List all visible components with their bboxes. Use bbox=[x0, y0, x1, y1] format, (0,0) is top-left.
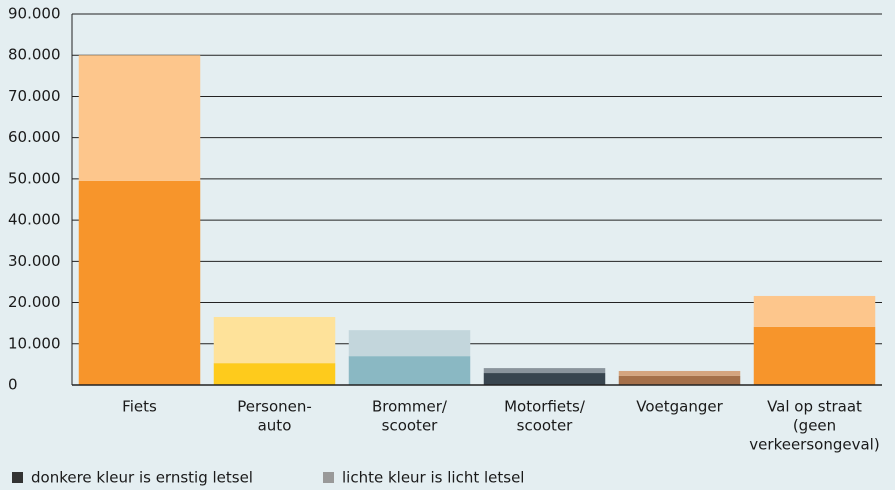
y-tick-label: 0 bbox=[8, 376, 18, 394]
bar-segment bbox=[348, 330, 471, 357]
y-tick-label: 30.000 bbox=[8, 252, 61, 270]
bar-segment bbox=[348, 356, 471, 385]
y-tick-label: 10.000 bbox=[8, 334, 61, 352]
y-tick-label: 80.000 bbox=[8, 46, 61, 64]
bar-segment bbox=[483, 373, 606, 385]
x-tick-label: (geen bbox=[793, 417, 836, 435]
x-tick-label: auto bbox=[258, 417, 292, 435]
legend-label: lichte kleur is licht letsel bbox=[342, 469, 524, 487]
x-tick-label: Fiets bbox=[122, 398, 157, 416]
x-tick-label: Val op straat bbox=[767, 398, 862, 416]
y-tick-label: 70.000 bbox=[8, 87, 61, 105]
bar-segment bbox=[753, 326, 876, 385]
y-tick-label: 40.000 bbox=[8, 211, 61, 229]
legend-swatch bbox=[12, 472, 23, 483]
y-tick-label: 50.000 bbox=[8, 169, 61, 187]
y-tick-label: 90.000 bbox=[8, 5, 61, 23]
bar-segment bbox=[213, 363, 336, 385]
bar-segment bbox=[483, 368, 606, 374]
x-tick-label: verkeersongeval) bbox=[749, 436, 879, 454]
bar-segment bbox=[213, 316, 336, 364]
legend-label: donkere kleur is ernstig letsel bbox=[31, 469, 253, 487]
x-tick-label: scooter bbox=[382, 417, 439, 435]
x-tick-label: Personen- bbox=[237, 398, 312, 416]
x-tick-label: Voetganger bbox=[636, 398, 723, 416]
bar-segment bbox=[618, 375, 741, 385]
legend-swatch bbox=[323, 472, 334, 483]
y-tick-label: 60.000 bbox=[8, 128, 61, 146]
bar-segment bbox=[753, 295, 876, 327]
bar-segment bbox=[78, 55, 201, 181]
bar-segment bbox=[618, 370, 741, 376]
bar-segment bbox=[78, 180, 201, 385]
y-tick-label: 20.000 bbox=[8, 293, 61, 311]
x-tick-label: Motorfiets/ bbox=[504, 398, 586, 416]
x-tick-label: scooter bbox=[517, 417, 574, 435]
x-tick-label: Brommer/ bbox=[372, 398, 448, 416]
